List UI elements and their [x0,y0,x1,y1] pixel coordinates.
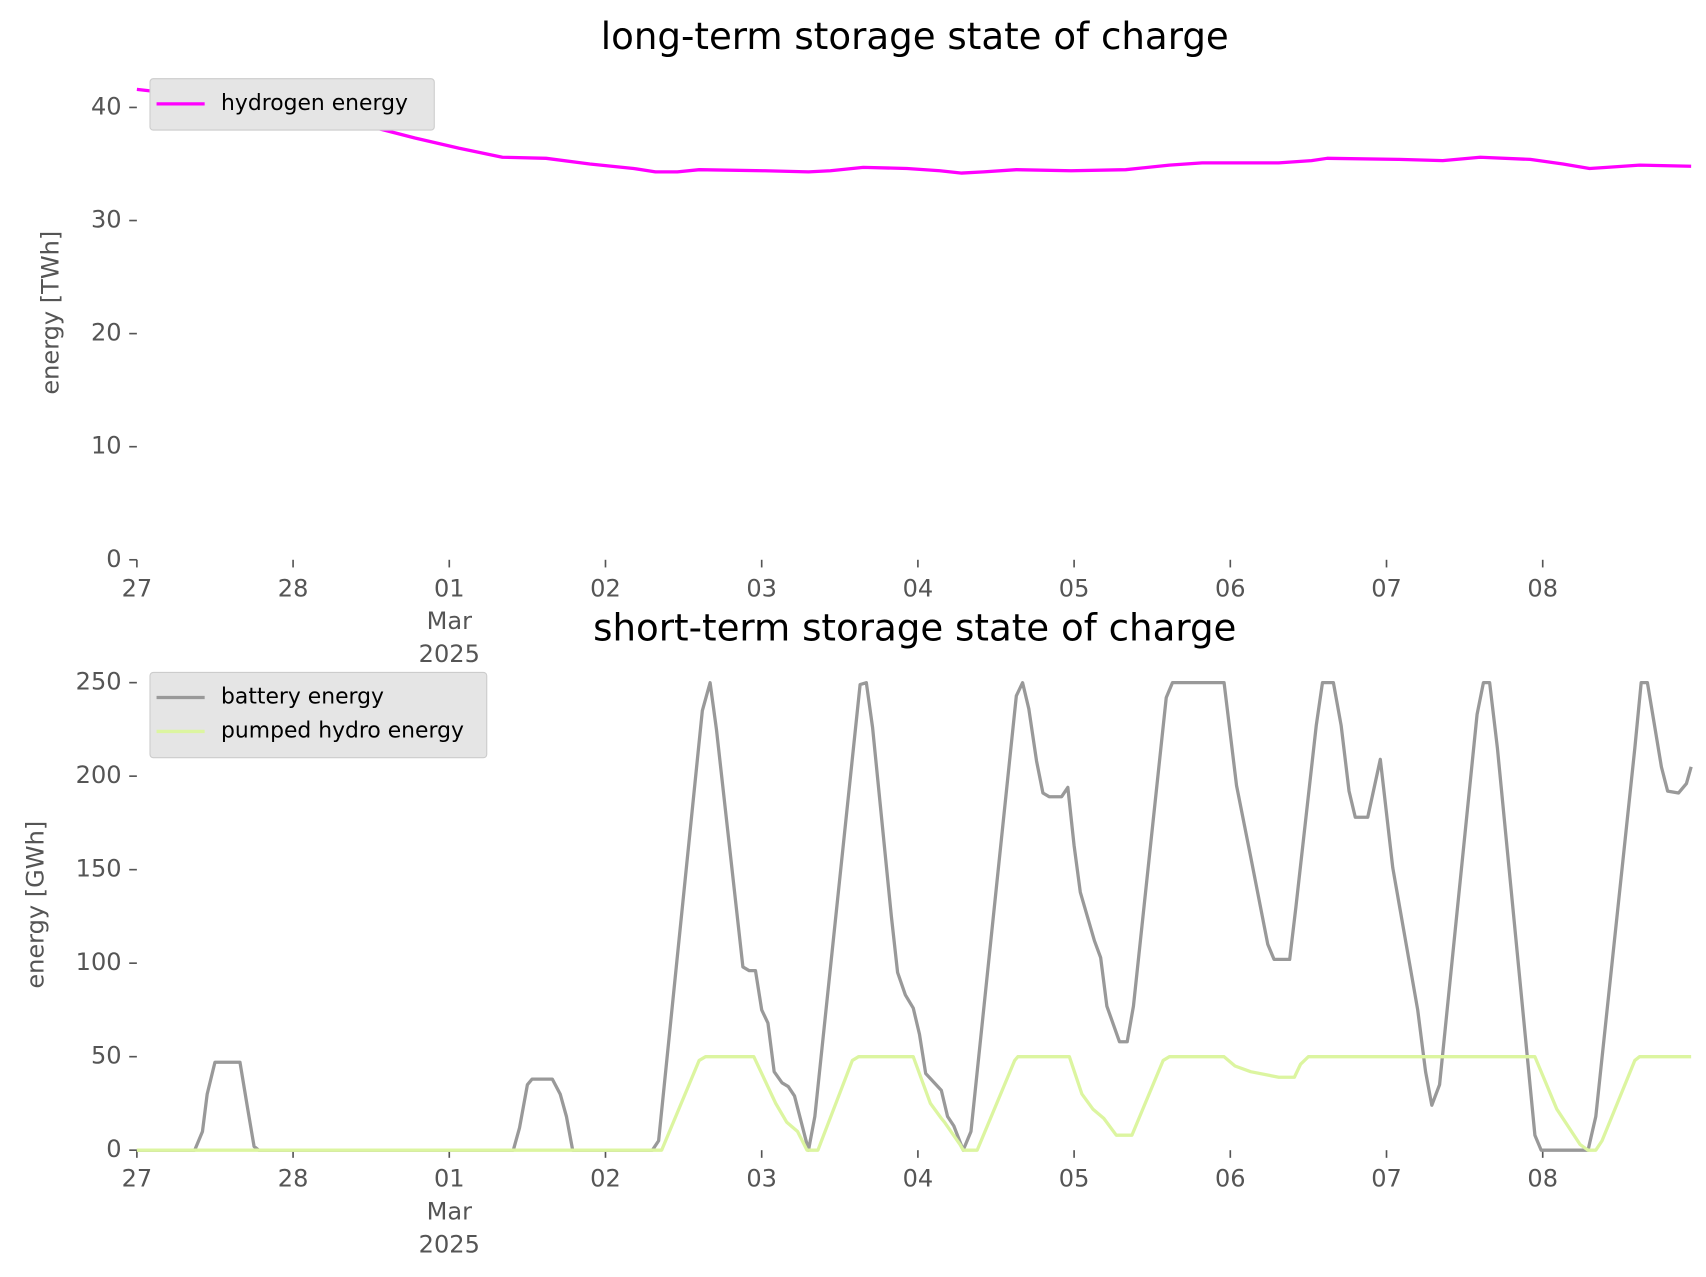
x-tick-label: 03 [746,1165,777,1193]
x-tick-label: 07 [1371,574,1402,602]
x-tick-label: 08 [1527,574,1558,602]
x-tick-label: 01 Mar 2025 [419,574,480,668]
chart-title: long-term storage state of charge [601,14,1229,58]
y-tick-label: 50 [91,1042,122,1070]
x-tick-label: 28 [278,1165,309,1193]
y-tick-label: 150 [76,855,122,883]
series-line [136,1055,1692,1152]
y-tick-label: 200 [76,761,122,789]
legend-label: pumped hydro energy [221,718,464,743]
y-tick-label: 20 [91,319,122,347]
x-tick-label: 02 [590,574,621,602]
x-tick-label: 06 [1215,574,1246,602]
y-axis-label: energy [TWh] [37,231,65,395]
legend-box [149,671,488,759]
x-tick-label: 04 [903,1165,934,1193]
y-tick-label: 30 [91,206,122,234]
x-tick-label: 27 [122,574,153,602]
y-tick-label: 40 [91,92,122,120]
y-tick-label: 10 [91,432,122,460]
legend-label: hydrogen energy [221,91,408,116]
legend-label: battery energy [221,685,384,710]
x-tick-label: 02 [590,1165,621,1193]
x-tick-label: 04 [903,574,934,602]
x-tick-label: 28 [278,574,309,602]
x-tick-label: 05 [1059,574,1090,602]
y-tick-label: 100 [76,948,122,976]
x-tick-label: 03 [746,574,777,602]
series-line [136,87,1692,175]
x-tick-label: 27 [122,1165,153,1193]
x-tick-label: 08 [1527,1165,1558,1193]
x-tick-label: 05 [1059,1165,1090,1193]
x-tick-label: 07 [1371,1165,1402,1193]
x-tick-label: 01 Mar 2025 [419,1165,480,1259]
y-axis-label: energy [GWh] [21,821,49,989]
y-tick-label: 0 [106,1135,121,1163]
legend-box [149,78,435,131]
y-tick-label: 0 [106,545,121,573]
x-tick-label: 06 [1215,1165,1246,1193]
chart-title: short-term storage state of charge [593,605,1236,649]
y-tick-label: 250 [76,668,122,696]
